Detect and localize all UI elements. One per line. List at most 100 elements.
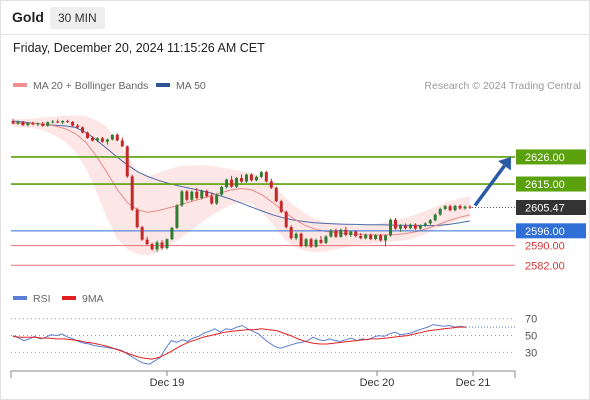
candle-body — [225, 179, 229, 187]
candle-body — [344, 229, 348, 236]
candle-body — [175, 205, 179, 228]
candle-body — [354, 231, 358, 236]
level-tag-2596.00 — [516, 223, 586, 239]
legend-ma50-label: MA 50 — [176, 80, 206, 92]
candle-body — [468, 206, 472, 208]
legend-ma9-label: 9MA — [82, 293, 104, 305]
candle-body — [71, 121, 75, 126]
candle-body — [66, 120, 70, 122]
candle-body — [215, 194, 219, 204]
level-tag-2615.00 — [516, 176, 586, 192]
candle-body — [160, 242, 164, 249]
candle-body — [254, 176, 258, 181]
candle-body — [135, 209, 139, 228]
candle-body — [329, 230, 333, 237]
last-price-tag — [516, 199, 586, 215]
candle-body — [31, 123, 35, 125]
candle-body — [284, 211, 288, 228]
candle-body — [195, 191, 199, 199]
candle-body — [264, 172, 268, 182]
candle-body — [51, 121, 55, 123]
level-label-2596.00: 2596.00 — [525, 226, 565, 238]
candle-body — [235, 178, 239, 187]
candle-body — [130, 176, 134, 210]
rsi-line — [12, 324, 467, 365]
candle-body — [200, 190, 204, 199]
candle-body — [205, 190, 209, 197]
candle-body — [95, 138, 99, 141]
candle-body — [100, 138, 104, 142]
candle-body — [423, 223, 427, 226]
candle-body — [448, 206, 452, 211]
forecast-arrow — [473, 164, 506, 207]
candle-body — [244, 174, 248, 182]
chart-datetime: Friday, December 20, 2024 11:15:26 AM CE… — [13, 41, 265, 55]
ma50-line — [12, 120, 471, 227]
candle-body — [190, 191, 194, 200]
candle-body — [41, 123, 45, 126]
rsi-swatch — [13, 296, 27, 301]
candle-body — [389, 219, 393, 236]
candle-body — [269, 181, 273, 188]
candle-body — [403, 225, 407, 229]
candle-body — [309, 239, 313, 247]
candle-body — [289, 227, 293, 239]
x-tick-label-Dec 19: Dec 19 — [150, 377, 185, 389]
candle-body — [319, 239, 323, 243]
x-tick-label-Dec 20: Dec 20 — [360, 377, 395, 389]
candle-body — [110, 134, 114, 140]
candle-body — [359, 235, 363, 239]
rsi-ma-line — [12, 326, 466, 360]
level-label-2626.00: 2626.00 — [525, 152, 565, 164]
candle-body — [155, 242, 159, 250]
candle-body — [220, 186, 224, 195]
candle-body — [115, 134, 119, 141]
candle-body — [438, 208, 442, 215]
rsi-tick-50: 50 — [525, 331, 537, 343]
rsi-tick-30: 30 — [525, 347, 537, 359]
candle-body — [26, 123, 30, 126]
candle-body — [384, 235, 388, 241]
rsi-tick-70: 70 — [525, 314, 537, 326]
candle-body — [279, 201, 283, 212]
candle-body — [90, 137, 94, 141]
candle-body — [46, 122, 50, 126]
level-tag-2626.00 — [516, 149, 586, 165]
candle-body — [458, 205, 462, 209]
candle-body — [408, 224, 412, 229]
candle-body — [299, 233, 303, 247]
candle-body — [11, 121, 15, 124]
level-label-2582.00: 2582.00 — [525, 260, 565, 272]
candle-body — [210, 196, 214, 204]
candle-body — [86, 132, 90, 138]
candle-body — [16, 121, 20, 124]
candle-body — [81, 127, 85, 133]
bollinger-band — [13, 115, 470, 256]
candle-body — [463, 206, 467, 209]
candle-body — [413, 224, 417, 229]
candle-body — [259, 172, 263, 177]
candle-body — [180, 191, 184, 206]
candle-body — [334, 230, 338, 237]
candle-body — [324, 236, 328, 243]
x-tick-label-Dec 21: Dec 21 — [456, 377, 491, 389]
candle-body — [230, 179, 234, 187]
candle-body — [339, 229, 343, 237]
candle-body — [76, 125, 80, 128]
candle-body — [274, 187, 278, 202]
legend-ma20: MA 20 + Bollinger Bands — [13, 80, 148, 93]
candle-body — [170, 227, 174, 240]
candle-body — [433, 214, 437, 221]
candle-body — [61, 120, 65, 123]
ma20-swatch — [13, 83, 27, 88]
candle-body — [105, 139, 109, 142]
legend-rsi-label: RSI — [33, 293, 51, 305]
legend-rsi: RSI — [13, 293, 51, 306]
legend-ma9: 9MA — [62, 293, 104, 306]
candle-body — [185, 191, 189, 200]
ma9-swatch — [62, 296, 76, 301]
candle-body — [393, 219, 397, 229]
timeframe-selector[interactable]: 30 MIN — [50, 7, 105, 29]
candle-body — [349, 231, 353, 236]
